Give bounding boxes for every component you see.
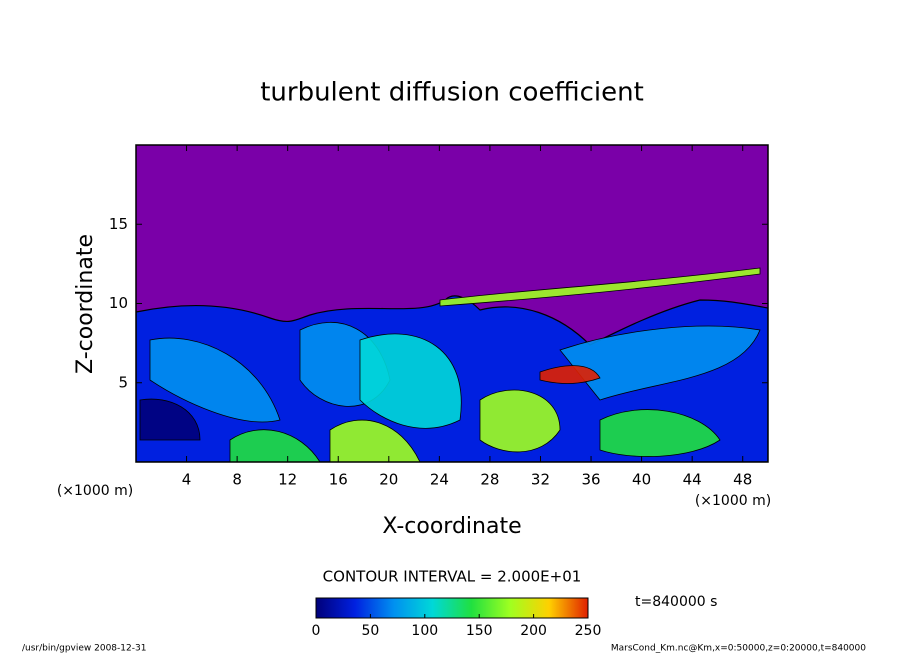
y-axis-label: Z-coordinate <box>73 234 98 374</box>
contour-interval: CONTOUR INTERVAL = 2.000E+01 <box>323 568 582 586</box>
x-tick-label: 32 <box>531 471 550 489</box>
x-tick-label: 36 <box>581 471 600 489</box>
y-unit: (×1000 m) <box>57 483 133 499</box>
x-tick-label: 40 <box>632 471 651 489</box>
colorbar-tick-label: 100 <box>411 623 438 639</box>
y-tick-label: 5 <box>118 373 128 391</box>
chart-title: turbulent diffusion coefficient <box>260 78 644 108</box>
x-tick-label: 48 <box>733 471 752 489</box>
field-region <box>539 365 601 384</box>
x-tick-label: 24 <box>430 471 449 489</box>
field-region <box>139 398 201 441</box>
x-tick-label: 44 <box>683 471 702 489</box>
time-label: t=840000 s <box>635 594 717 610</box>
colorbar-tick-label: 150 <box>466 623 493 639</box>
field-region <box>599 409 721 457</box>
field <box>136 145 768 462</box>
field-region <box>479 389 561 453</box>
y-tick-label: 10 <box>109 294 128 312</box>
colorbar-tick-label: 50 <box>361 623 379 639</box>
x-unit: (×1000 m) <box>695 493 771 509</box>
footer-right: MarsCond_Km.nc@Km,x=0:50000,z=0:20000,t=… <box>611 644 866 654</box>
x-axis-label: X-coordinate <box>382 514 521 539</box>
x-tick-label: 20 <box>379 471 398 489</box>
field-region <box>149 337 281 423</box>
field-region <box>359 333 462 429</box>
x-tick-label: 4 <box>182 471 192 489</box>
field-region <box>559 325 761 401</box>
colorbar-tick-label: 200 <box>520 623 547 639</box>
field-region <box>439 267 761 307</box>
colorbar-tick-label: 250 <box>575 623 602 639</box>
colorbar <box>315 597 589 619</box>
x-tick-label: 28 <box>480 471 499 489</box>
footer-left: /usr/bin/gpview 2008-12-31 <box>22 644 146 654</box>
y-tick-label: 15 <box>109 215 128 233</box>
x-tick-label: 16 <box>329 471 348 489</box>
x-tick-label: 12 <box>278 471 297 489</box>
colorbar-tick-label: 0 <box>312 623 321 639</box>
x-tick-label: 8 <box>232 471 242 489</box>
